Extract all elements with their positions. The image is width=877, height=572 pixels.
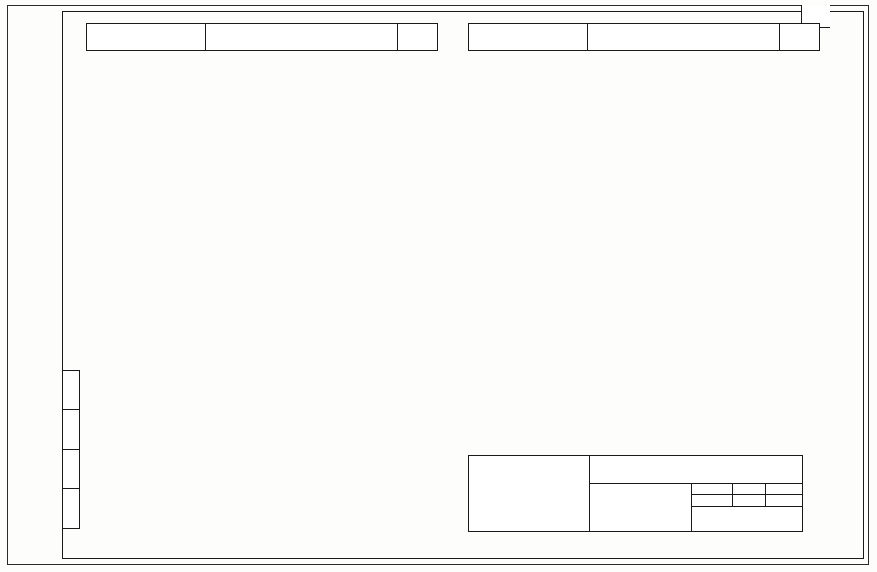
title-block [468,455,803,532]
sheet-value [733,495,766,506]
title-block-lower [590,484,802,531]
title-block-signatures [469,456,590,531]
header-code [86,23,206,51]
sheet-outer-frame [7,5,869,565]
header-name [587,23,780,51]
sheet-header-label [733,484,766,494]
sheet-inner-frame [62,11,864,559]
stage-header-label [692,484,733,494]
stage-value-row [692,495,802,507]
index-table-left [86,23,438,51]
header-page [779,23,820,51]
header-page [397,23,438,51]
sheets-header-label [766,484,802,494]
stage-header-row [692,484,802,495]
document-code [590,456,802,484]
margin-strip-cell [63,410,79,450]
title-block-stage [692,484,802,531]
order-number-area [520,533,544,545]
margin-strip-cell [63,450,79,489]
organization-name [692,507,802,531]
document-title [590,484,692,531]
table-header-row [468,23,820,51]
header-name [205,23,398,51]
header-code [468,23,588,51]
margin-strip-cell [63,489,79,528]
title-block-main [590,456,802,531]
table-header-row [86,23,438,51]
sheets-value [766,495,802,506]
index-table-right [468,23,820,51]
margin-strip-cell [63,371,79,411]
margin-strip [62,370,80,529]
stage-value [692,495,733,506]
